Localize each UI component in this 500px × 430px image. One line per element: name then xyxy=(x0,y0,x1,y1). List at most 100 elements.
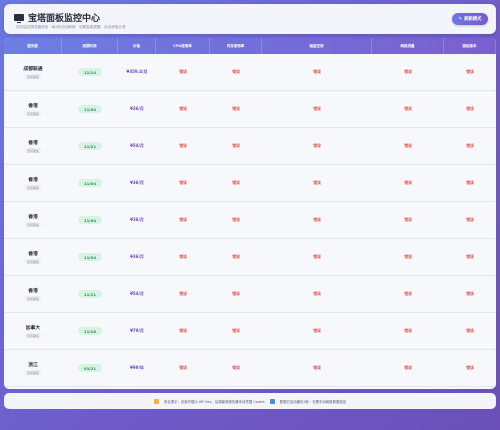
server-type-badge: 宝塔面板 xyxy=(24,370,41,375)
table-row[interactable]: 浙江 宝塔面板 03/21 ¥99/年 错误 错误 错误 错误 错误 xyxy=(4,350,496,387)
error-status: 错误 xyxy=(232,365,240,370)
col-header-network[interactable]: 网络流量 xyxy=(372,38,444,54)
col-header-version[interactable]: 面板版本 xyxy=(444,38,496,54)
error-status: 错误 xyxy=(179,180,187,185)
table-row[interactable]: 香港 宝塔面板 11/04 ¥36/月 错误 错误 错误 错误 错误 xyxy=(4,165,496,202)
server-type-badge: 宝塔面板 xyxy=(24,111,41,116)
error-status: 错误 xyxy=(313,217,321,222)
refresh-mode-button[interactable]: ✎ 刷新模式 xyxy=(452,13,488,25)
table-row[interactable]: 香港 宝塔面板 11/04 ¥36/月 错误 错误 错误 错误 错误 xyxy=(4,202,496,239)
expire-cell: 11/04 xyxy=(62,202,118,238)
error-status: 错误 xyxy=(313,254,321,259)
server-location: 香港 xyxy=(28,141,38,146)
table-row[interactable]: 香港 宝塔面板 11/04 ¥36/月 错误 错误 错误 错误 错误 xyxy=(4,239,496,276)
cpu-cell: 错误 xyxy=(156,128,210,164)
error-status: 错误 xyxy=(313,143,321,148)
expire-cell: 03/21 xyxy=(62,350,118,386)
cpu-cell: 错误 xyxy=(156,202,210,238)
error-status: 错误 xyxy=(232,217,240,222)
price-cell: ¥54/月 xyxy=(118,276,156,312)
error-status: 错误 xyxy=(404,328,412,333)
error-status: 错误 xyxy=(466,143,474,148)
price-cell: ¥36/月 xyxy=(118,165,156,201)
price-cell: ¥99/年 xyxy=(118,350,156,386)
error-status: 错误 xyxy=(466,291,474,296)
error-status: 错误 xyxy=(179,217,187,222)
error-status: 错误 xyxy=(466,254,474,259)
server-type-badge: 宝塔面板 xyxy=(24,74,41,79)
memory-cell: 错误 xyxy=(210,202,262,238)
memory-cell: 错误 xyxy=(210,350,262,386)
server-cell: 香港 宝塔面板 xyxy=(4,91,62,127)
cpu-cell: 错误 xyxy=(156,54,210,90)
error-status: 错误 xyxy=(232,106,240,111)
monitor-icon xyxy=(14,14,24,23)
error-status: 错误 xyxy=(232,180,240,185)
price-value: ¥99/年 xyxy=(130,365,144,370)
server-cell: 香港 宝塔面板 xyxy=(4,239,62,275)
error-status: 错误 xyxy=(466,328,474,333)
memory-cell: 错误 xyxy=(210,276,262,312)
error-status: 错误 xyxy=(179,254,187,259)
error-status: 错误 xyxy=(232,291,240,296)
col-header-expire[interactable]: 到期时间 xyxy=(62,38,118,54)
cpu-cell: 错误 xyxy=(156,276,210,312)
table-row[interactable]: 香港 宝塔面板 11/21 ¥54/月 错误 错误 错误 错误 错误 xyxy=(4,276,496,313)
error-status: 错误 xyxy=(404,217,412,222)
server-location: 浙江 xyxy=(28,363,38,368)
disk-cell: 错误 xyxy=(262,276,372,312)
expire-cell: 11/04 xyxy=(62,165,118,201)
expire-badge: 11/04 xyxy=(78,105,102,113)
version-cell: 错误 xyxy=(444,91,496,127)
error-status: 错误 xyxy=(179,69,187,74)
error-status: 错误 xyxy=(179,291,187,296)
error-status: 错误 xyxy=(313,180,321,185)
col-header-server[interactable]: 服务器 xyxy=(4,38,62,54)
table-row[interactable]: 成都联通 宝塔面板 11/14 ¥359.4/月 错误 错误 错误 错误 错误 xyxy=(4,54,496,91)
version-cell: 错误 xyxy=(444,313,496,349)
version-cell: 错误 xyxy=(444,202,496,238)
network-cell: 错误 xyxy=(372,239,444,275)
col-header-price[interactable]: 价格 xyxy=(118,38,156,54)
table-row[interactable]: 香港 宝塔面板 11/21 ¥54/月 错误 错误 错误 错误 错误 xyxy=(4,128,496,165)
table-row[interactable]: 香港 宝塔面板 11/04 ¥36/月 错误 错误 错误 错误 错误 xyxy=(4,91,496,128)
info-icon xyxy=(269,398,275,404)
page-title-text: 宝塔面板监控中心 xyxy=(28,14,101,24)
expire-badge: 11/04 xyxy=(78,179,102,187)
expire-badge: 11/04 xyxy=(78,216,102,224)
price-cell: ¥79/月 xyxy=(118,313,156,349)
table-header: 服务器 到期时间 价格 CPU使用率 内存使用率 磁盘空间 网络流量 面板版本 xyxy=(4,38,496,54)
version-cell: 错误 xyxy=(444,239,496,275)
memory-cell: 错误 xyxy=(210,165,262,201)
error-status: 错误 xyxy=(179,143,187,148)
expire-badge: 03/21 xyxy=(78,364,102,372)
version-cell: 错误 xyxy=(444,165,496,201)
error-status: 错误 xyxy=(404,291,412,296)
error-status: 错误 xyxy=(232,143,240,148)
cpu-cell: 错误 xyxy=(156,165,210,201)
disk-cell: 错误 xyxy=(262,54,372,90)
network-cell: 错误 xyxy=(372,165,444,201)
col-header-memory[interactable]: 内存使用率 xyxy=(210,38,262,54)
memory-cell: 错误 xyxy=(210,54,262,90)
server-location: 香港 xyxy=(28,289,38,294)
server-cell: 成都联通 宝塔面板 xyxy=(4,54,62,90)
expire-cell: 11/16 xyxy=(62,313,118,349)
server-type-badge: 宝塔面板 xyxy=(24,259,41,264)
error-status: 错误 xyxy=(466,69,474,74)
server-cell: 香港 宝塔面板 xyxy=(4,128,62,164)
server-location: 香港 xyxy=(28,178,38,183)
col-header-disk[interactable]: 磁盘空间 xyxy=(262,38,372,54)
error-status: 错误 xyxy=(313,328,321,333)
price-value: ¥54/月 xyxy=(130,291,144,296)
table-row[interactable]: 加拿大 宝塔面板 11/16 ¥79/月 错误 错误 错误 错误 错误 xyxy=(4,313,496,350)
table-body: 成都联通 宝塔面板 11/14 ¥359.4/月 错误 错误 错误 错误 错误 香港 宝塔面板 11/… xyxy=(4,54,496,387)
server-type-badge: 宝塔面板 xyxy=(24,333,41,338)
warning-icon xyxy=(153,398,159,404)
network-cell: 错误 xyxy=(372,128,444,164)
server-cell: 香港 宝塔面板 xyxy=(4,276,62,312)
error-status: 错误 xyxy=(404,180,412,185)
network-cell: 错误 xyxy=(372,350,444,386)
col-header-cpu[interactable]: CPU使用率 xyxy=(156,38,210,54)
cpu-cell: 错误 xyxy=(156,350,210,386)
